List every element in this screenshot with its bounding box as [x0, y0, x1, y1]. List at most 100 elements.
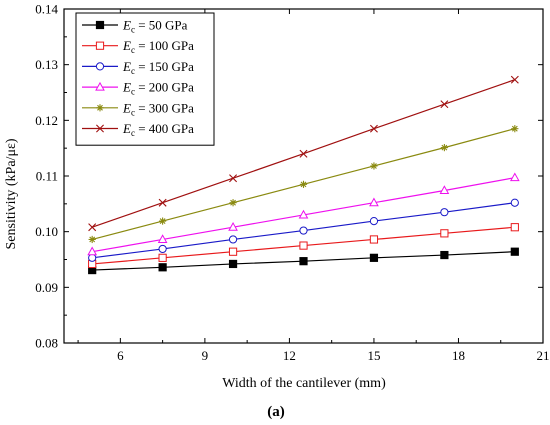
- data-point: [158, 263, 167, 272]
- legend-label-main: E: [122, 18, 131, 33]
- data-point: [370, 162, 378, 170]
- data-point: [440, 229, 449, 238]
- data-point: [510, 75, 519, 84]
- y-tick-label: 0.08: [35, 336, 58, 351]
- cross-stroke: [229, 174, 238, 183]
- legend-label-main: E: [122, 100, 131, 115]
- legend-item: Ec = 300 GPa: [82, 100, 194, 117]
- y-tick-label: 0.13: [35, 57, 58, 72]
- series-lines: [87, 75, 520, 275]
- series-4: [88, 125, 519, 244]
- data-point: [440, 100, 449, 109]
- data-point: [88, 223, 97, 232]
- y-tick-label: 0.11: [36, 169, 58, 184]
- legend-label: Ec = 400 GPa: [122, 121, 194, 138]
- data-point: [228, 247, 238, 256]
- data-point: [95, 41, 105, 50]
- data-point: [157, 234, 168, 243]
- data-point: [88, 235, 96, 244]
- y-tick-label: 0.09: [35, 280, 58, 295]
- data-point: [509, 172, 520, 182]
- data-point: [369, 235, 379, 244]
- figure-caption: (a): [267, 404, 285, 420]
- data-point: [229, 199, 237, 207]
- legend-label-sub: c: [131, 87, 135, 97]
- x-tick-label: 9: [202, 348, 209, 363]
- y-tick-label: 0.14: [35, 2, 58, 17]
- legend-label-rest: = 200 GPa: [135, 80, 194, 95]
- data-point: [228, 221, 238, 231]
- data-point: [299, 241, 308, 250]
- data-point: [299, 226, 308, 235]
- data-point: [440, 144, 448, 152]
- legend-label-rest: = 300 GPa: [135, 100, 194, 115]
- legend-label-sub: c: [131, 45, 135, 55]
- data-point: [158, 244, 167, 254]
- x-tick-label: 18: [452, 348, 465, 363]
- legend-label-rest: = 150 GPa: [135, 59, 194, 74]
- cross-stroke: [440, 100, 449, 109]
- legend-item: Ec = 150 GPa: [82, 59, 194, 76]
- data-point: [369, 216, 379, 226]
- y-tick-label: 0.10: [35, 224, 58, 239]
- data-point: [369, 197, 379, 207]
- legend-label: Ec = 50 GPa: [122, 18, 188, 35]
- data-point: [158, 253, 167, 262]
- series-3: [87, 172, 520, 256]
- legend-label-main: E: [122, 38, 131, 53]
- data-point: [510, 198, 519, 207]
- data-point: [159, 217, 167, 225]
- cross-stroke: [299, 149, 308, 158]
- legend-label-rest: = 400 GPa: [135, 121, 194, 136]
- legend-item: Ec = 100 GPa: [82, 38, 194, 55]
- legend-label-main: E: [122, 121, 131, 136]
- data-point: [95, 20, 105, 30]
- series-5: [88, 75, 519, 232]
- cross-stroke: [369, 124, 378, 133]
- data-point: [299, 180, 308, 188]
- data-point: [440, 208, 449, 217]
- legend-label-main: E: [122, 59, 131, 74]
- data-point: [158, 198, 167, 207]
- legend-label: Ec = 150 GPa: [122, 59, 194, 76]
- legend-label-sub: c: [131, 107, 135, 117]
- y-tick-label: 0.12: [35, 113, 58, 128]
- legend-label-main: E: [122, 80, 131, 95]
- data-point: [96, 124, 104, 133]
- legend-item: Ec = 400 GPa: [82, 121, 194, 138]
- data-point: [298, 209, 309, 219]
- legend-label: Ec = 300 GPa: [122, 100, 194, 117]
- data-point: [228, 259, 238, 269]
- cross-stroke: [510, 75, 519, 84]
- legend-label-sub: c: [131, 128, 135, 138]
- series-1: [88, 223, 519, 269]
- series-0: [88, 247, 519, 275]
- data-point: [229, 174, 238, 183]
- x-tick-label: 21: [537, 348, 550, 363]
- legend-label-sub: c: [131, 25, 135, 35]
- data-point: [228, 235, 238, 244]
- data-point: [96, 104, 104, 112]
- data-point: [369, 124, 378, 133]
- legend-item: Ec = 200 GPa: [82, 80, 194, 97]
- data-point: [88, 253, 97, 262]
- cross-stroke: [158, 198, 167, 207]
- axis-ticks: 6 9 12 15 18 21 0.08 0.09 0.10 0.11 0.12 0.13 0.14: [35, 2, 549, 364]
- data-point: [95, 62, 105, 71]
- data-point: [439, 185, 450, 194]
- legend-label: Ec = 200 GPa: [122, 80, 194, 97]
- legend-label-rest: = 50 GPa: [135, 18, 188, 33]
- data-point: [511, 125, 519, 133]
- data-point: [87, 246, 98, 256]
- legend-label-rest: = 100 GPa: [135, 38, 194, 53]
- series-2: [88, 198, 519, 262]
- x-tick-label: 15: [367, 348, 380, 363]
- legend-box: [75, 12, 215, 146]
- legend-label-sub: c: [131, 66, 135, 76]
- legend-label: Ec = 100 GPa: [122, 38, 194, 55]
- legend-item: Ec = 50 GPa: [82, 18, 188, 35]
- x-axis-label: Width of the cantilever (mm): [222, 376, 386, 391]
- data-point: [369, 253, 379, 262]
